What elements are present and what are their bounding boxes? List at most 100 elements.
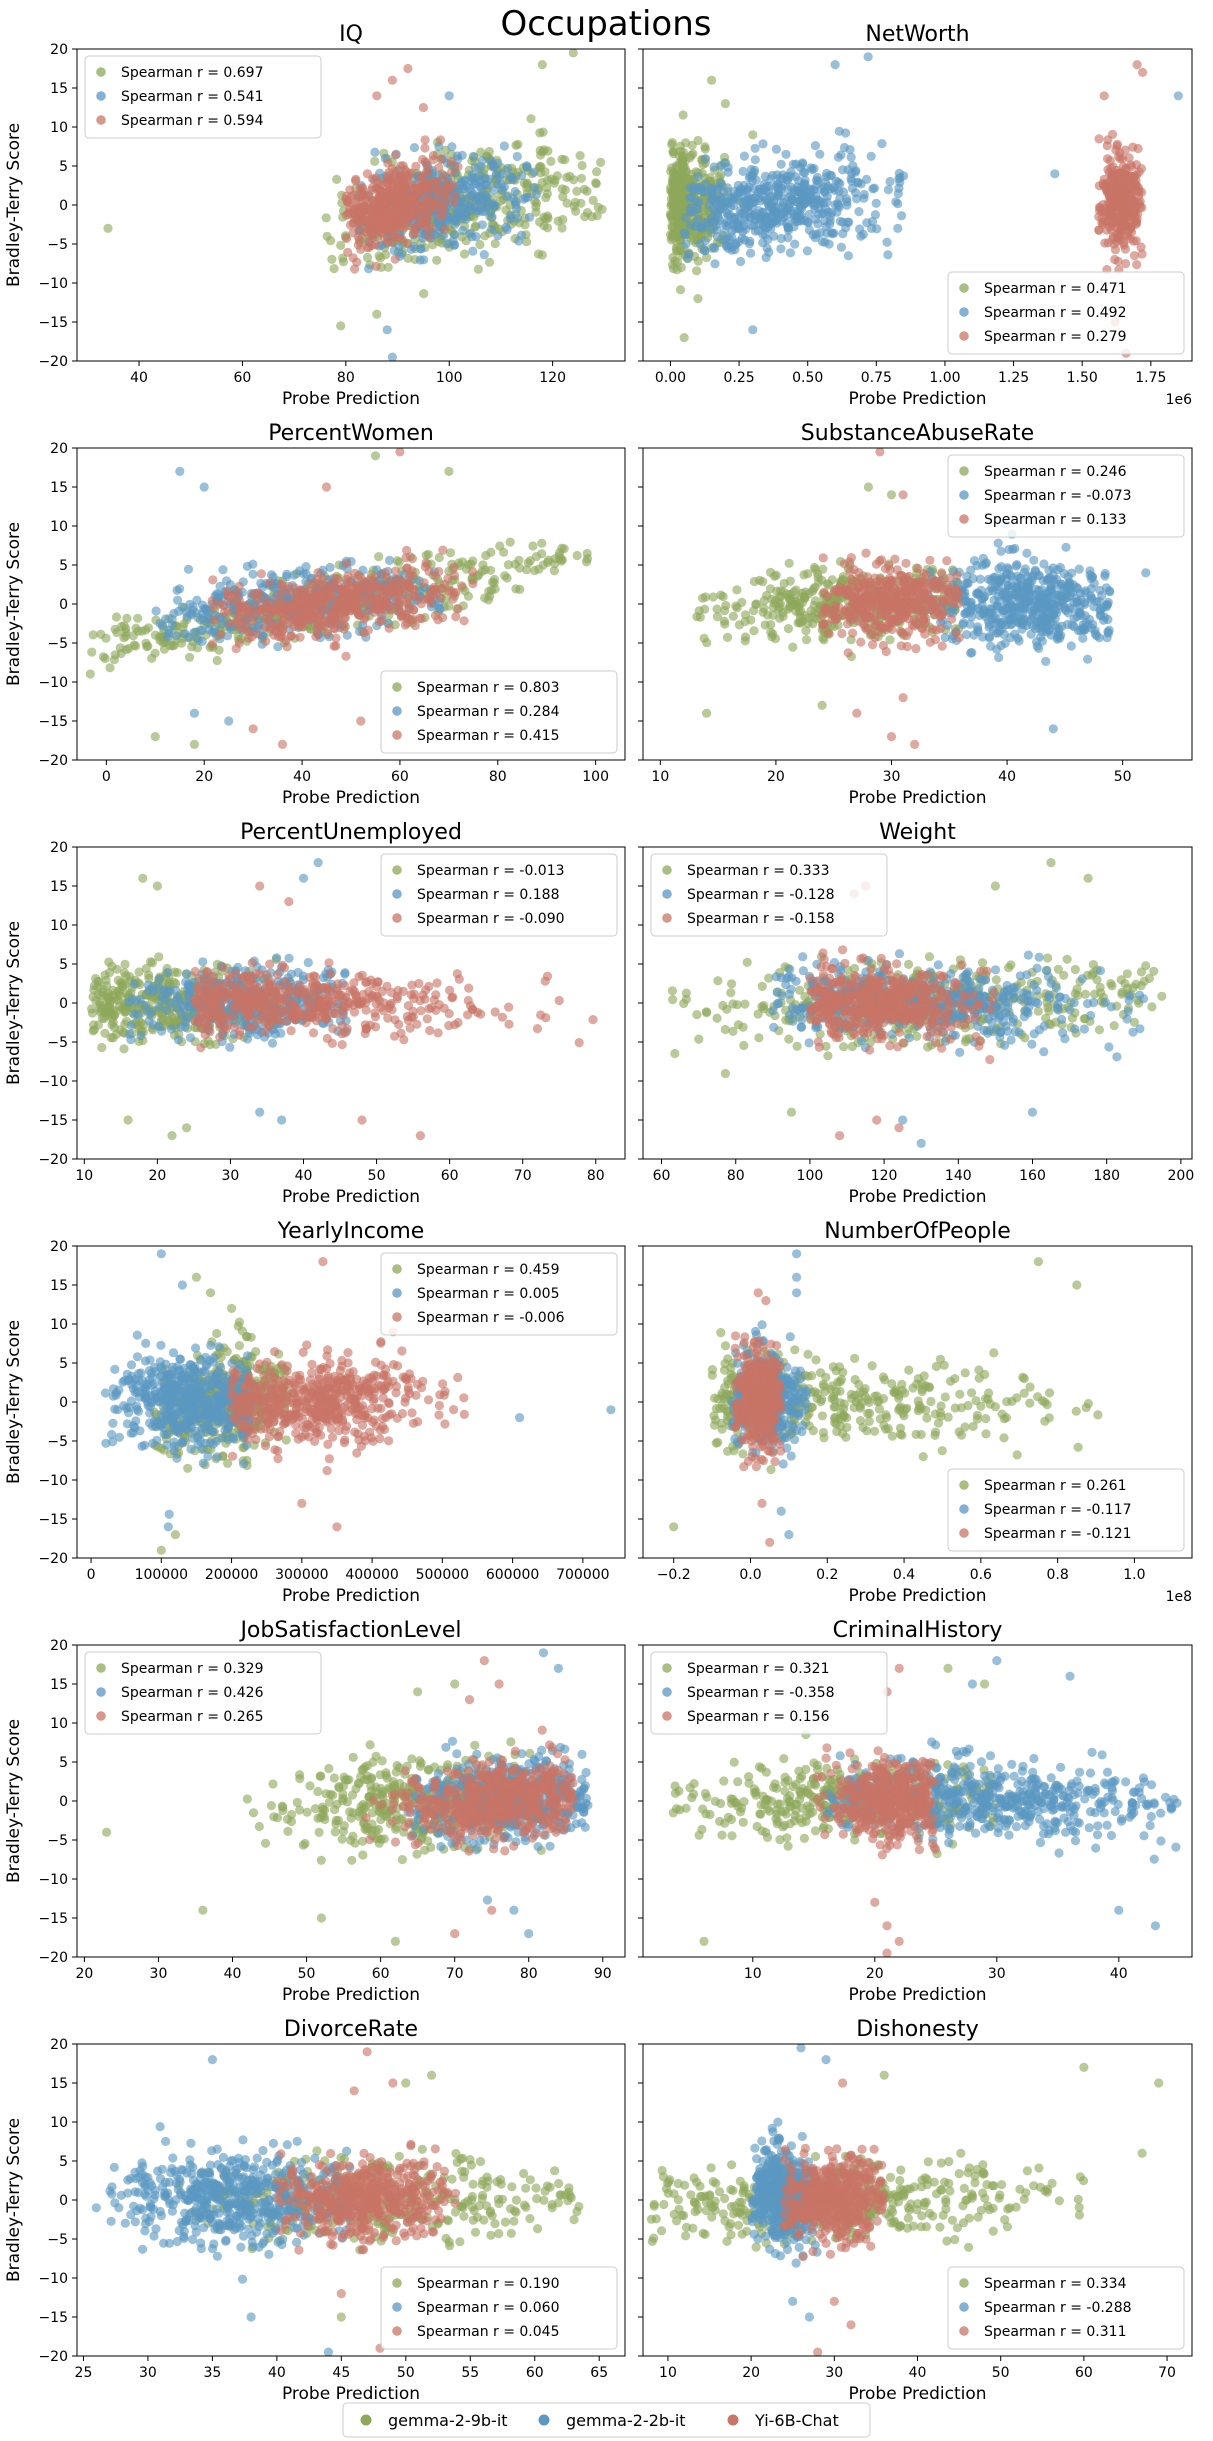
- point: [686, 207, 696, 217]
- y-tick-label: 20: [50, 42, 68, 58]
- point: [692, 266, 702, 276]
- point: [533, 249, 544, 259]
- point: [535, 145, 545, 156]
- point: [1087, 593, 1097, 603]
- point: [511, 584, 521, 594]
- point: [183, 564, 194, 574]
- point: [419, 578, 429, 588]
- point: [759, 596, 769, 606]
- point: [244, 627, 254, 637]
- point: [1085, 566, 1095, 576]
- point: [353, 232, 363, 242]
- y-tick-label: −10: [38, 276, 68, 292]
- point: [370, 572, 380, 582]
- point: [678, 147, 689, 158]
- point: [740, 636, 750, 646]
- point: [288, 588, 298, 598]
- point: [572, 550, 582, 561]
- point: [722, 208, 732, 218]
- point: [450, 219, 460, 229]
- legend-marker: [392, 730, 402, 740]
- point: [693, 135, 703, 146]
- point: [546, 156, 556, 166]
- point: [237, 603, 247, 613]
- outlier-point: [1138, 67, 1148, 77]
- point: [429, 586, 439, 596]
- point: [1003, 580, 1013, 591]
- point: [358, 183, 368, 193]
- point: [712, 232, 723, 242]
- point: [514, 555, 524, 565]
- point: [410, 591, 420, 601]
- point: [575, 151, 585, 161]
- point: [699, 633, 709, 643]
- point: [457, 581, 467, 591]
- point: [1022, 548, 1032, 558]
- point: [755, 196, 766, 206]
- point: [342, 574, 352, 585]
- point: [408, 605, 419, 615]
- point: [838, 229, 848, 239]
- point: [88, 630, 98, 640]
- point: [895, 172, 905, 183]
- point: [372, 200, 382, 210]
- point: [757, 186, 767, 196]
- point: [1020, 597, 1030, 607]
- y-tick-label: 15: [50, 480, 68, 496]
- point: [358, 189, 369, 199]
- point: [973, 622, 983, 632]
- point: [581, 557, 592, 567]
- point: [791, 197, 801, 207]
- y-tick-label: 0: [59, 198, 68, 214]
- outlier-point: [175, 466, 185, 476]
- point: [199, 604, 209, 614]
- point: [1011, 561, 1021, 571]
- point: [141, 625, 151, 635]
- point: [809, 201, 819, 211]
- point: [758, 607, 768, 617]
- point: [680, 230, 690, 240]
- point: [416, 614, 427, 624]
- y-tick-label: 10: [50, 519, 68, 535]
- point: [447, 167, 457, 177]
- legend-label: Spearman r = 0.471: [984, 281, 1126, 297]
- point: [828, 183, 838, 193]
- scatter-points: [692, 448, 1151, 750]
- point: [855, 224, 865, 234]
- point: [993, 585, 1003, 595]
- point: [1121, 259, 1131, 269]
- legend-marker: [96, 115, 106, 125]
- x-axis-label: Probe Prediction: [282, 389, 420, 409]
- point: [480, 231, 490, 241]
- outlier-point: [395, 448, 405, 457]
- point: [851, 188, 861, 198]
- subplot-title: PercentWomen: [268, 421, 434, 446]
- point: [962, 578, 972, 588]
- point: [708, 204, 718, 214]
- point: [326, 236, 336, 246]
- point: [407, 566, 417, 576]
- scatter-points: [665, 52, 1183, 358]
- point: [729, 193, 740, 203]
- point: [810, 233, 820, 243]
- point: [813, 176, 823, 186]
- point: [843, 251, 854, 261]
- point: [381, 250, 391, 260]
- point: [198, 613, 208, 623]
- point: [362, 228, 372, 238]
- point: [449, 562, 459, 572]
- point: [803, 569, 813, 579]
- point: [983, 608, 993, 618]
- point: [707, 213, 717, 223]
- point: [776, 159, 786, 169]
- point: [488, 199, 498, 209]
- x-tick-label: 100: [582, 769, 609, 785]
- point: [883, 185, 894, 195]
- x-tick-label: 0.50: [792, 370, 823, 386]
- point: [1115, 147, 1125, 158]
- point: [374, 617, 384, 627]
- point: [486, 547, 496, 558]
- point: [256, 578, 266, 588]
- point: [188, 602, 198, 612]
- point: [746, 248, 756, 258]
